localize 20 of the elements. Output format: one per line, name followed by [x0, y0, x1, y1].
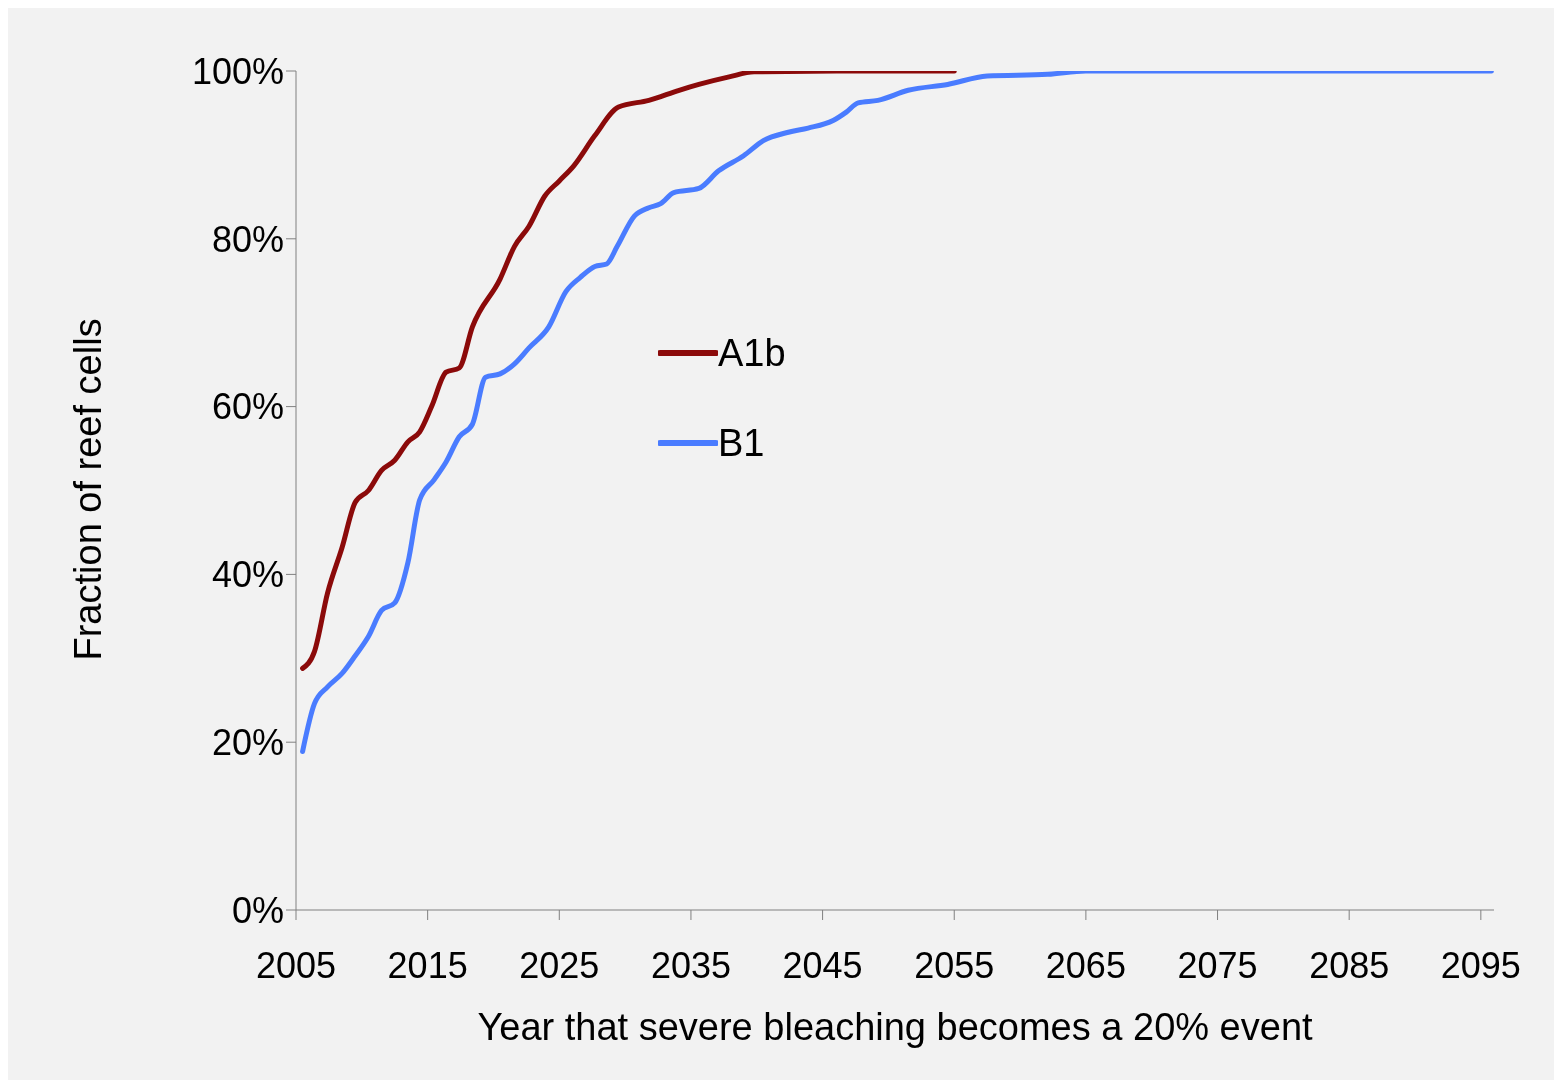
x-tick-label: 2025 [519, 944, 600, 986]
legend-label: A1b [718, 331, 786, 375]
x-tick-label: 2015 [387, 944, 468, 986]
y-tick-label: 0% [231, 889, 284, 931]
y-tick-label: 80% [211, 218, 284, 260]
y-axis-title: Fraction of reef cells [67, 318, 110, 661]
x-tick-label: 2005 [255, 944, 337, 986]
y-tick-label: 40% [211, 554, 284, 596]
x-tick-label: 2065 [1045, 944, 1126, 986]
y-tick-label: 60% [211, 386, 284, 428]
x-tick-label: 2095 [1440, 944, 1521, 986]
x-axis-title: Year that severe bleaching becomes a 20% event [477, 1006, 1314, 1048]
x-tick-label: 2075 [1177, 944, 1258, 986]
x-tick-label: 2045 [782, 944, 863, 986]
y-tick-label: 100% [191, 50, 284, 92]
legend-label: B1 [718, 421, 765, 465]
x-tick-label: 2055 [914, 944, 995, 986]
y-tick-label: 20% [211, 721, 284, 763]
x-tick-label: 2085 [1309, 944, 1390, 986]
x-tick-label: 2035 [650, 944, 731, 986]
